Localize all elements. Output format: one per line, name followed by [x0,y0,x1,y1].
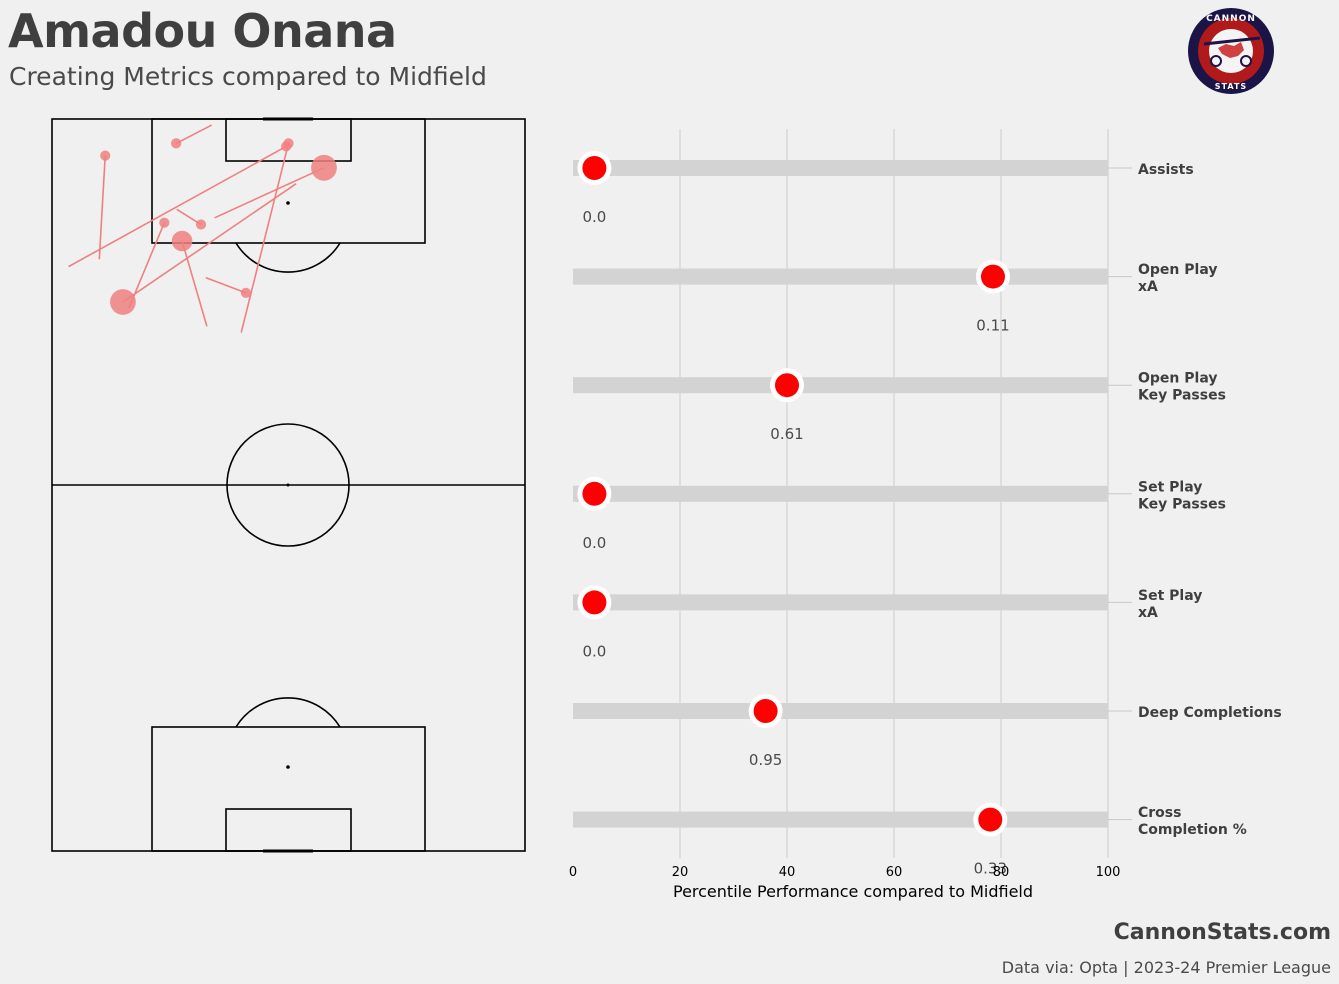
metric-label-6-line-1: Deep Completions [1138,705,1282,721]
top-penalty-box [151,118,426,244]
x-tick-60: 60 [886,865,903,880]
metric-label-2-line-2: xA [1138,279,1158,295]
page-title: Amadou Onana [8,4,397,58]
bottom-penalty-box [151,726,426,852]
metric-track-5 [573,594,1108,611]
x-axis-label: Percentile Performance compared to Midfi… [673,882,1033,901]
centre-circle [226,423,350,547]
metric-track-4 [573,485,1108,502]
metric-value-7: 0.33 [974,860,1007,878]
svg-text:STATS: STATS [1215,82,1247,91]
cannon-stats-logo: CANNON STATS [1188,8,1274,94]
metric-dot-5 [582,590,607,615]
x-tick-40: 40 [779,865,796,880]
metric-track-2 [573,268,1108,285]
metric-label-3-line-2: Key Passes [1138,388,1226,404]
pass-line-3 [175,124,213,145]
pitch-spots [286,201,290,769]
site-name: CannonStats.com [1113,920,1331,945]
pass-origin-7 [283,138,294,149]
top-penalty-arc [235,242,341,273]
metric-track-1 [573,160,1108,176]
metric-dot-3 [775,373,799,398]
metric-track-7 [573,811,1108,828]
metric-value-5: 0.0 [582,642,606,660]
data-source: Data via: Opta | 2023-24 Premier League [1001,958,1331,977]
metric-label-2-line-1: Open Play [1138,262,1217,278]
x-tick-80: 80 [993,865,1010,880]
metric-label-1-line-1: Assists [1138,162,1194,178]
bottom-penalty-arc [235,697,341,728]
metric-dot-4 [582,481,607,506]
metric-label-3-line-1: Open Play [1138,371,1217,387]
metric-track-3 [573,377,1108,394]
pass-line-6 [205,276,247,294]
metric-value-4: 0.0 [582,534,606,552]
metric-dot-1 [582,156,607,180]
metric-label-7-line-2: Completion % [1138,822,1247,838]
metric-track-6 [573,703,1108,719]
x-axis-ticks: 0 20 40 60 80 100 [569,865,1121,880]
top-penalty-spot [286,201,290,205]
pitch [51,117,526,853]
svg-text:CANNON: CANNON [1206,14,1256,24]
bottom-penalty-spot [286,765,290,769]
pass-origin-8 [311,154,337,181]
x-tick-20: 20 [672,865,689,880]
metric-dot-2 [980,264,1005,289]
x-tick-100: 100 [1096,865,1121,880]
page-subtitle: Creating Metrics compared to Midfield [9,62,487,91]
metric-value-6: 0.95 [749,751,782,769]
metric-label-4-line-1: Set Play [1138,479,1202,495]
metric-label-7-line-1: Cross [1138,805,1181,821]
pass-origin-10 [110,289,136,315]
pass-map [68,124,337,333]
pass-origin-6 [240,287,252,298]
metric-dot-6 [753,699,778,723]
metric-value-2: 0.11 [976,317,1009,335]
centre-spot [286,483,290,487]
pass-line-2 [98,155,107,260]
bottom-six-yard-box [225,808,352,852]
pass-origin-5 [195,219,207,230]
pass-line-10 [122,182,297,303]
pass-origin-2 [100,150,111,161]
metric-label-5-line-2: xA [1138,605,1158,621]
metric-value-1: 0.0 [582,208,606,226]
pass-line-1 [68,145,287,268]
metric-dot-7 [978,807,1003,832]
pass-line-8 [214,167,325,219]
metric-value-3: 0.61 [770,425,803,443]
pass-origin-3 [171,138,182,149]
pass-line-9 [181,240,208,327]
metric-label-4-line-2: Key Passes [1138,496,1226,512]
metric-label-5-line-1: Set Play [1138,588,1202,604]
pass-origin-4 [159,217,170,228]
pass-line-7 [240,143,290,333]
x-tick-0: 0 [569,865,577,880]
pass-origin-9 [171,230,193,252]
